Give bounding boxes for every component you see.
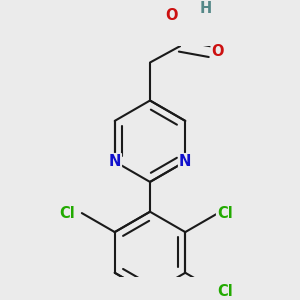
Text: O: O bbox=[212, 44, 224, 59]
Text: O: O bbox=[166, 8, 178, 22]
Text: Cl: Cl bbox=[217, 284, 233, 299]
Text: H: H bbox=[200, 1, 212, 16]
Text: N: N bbox=[109, 154, 121, 169]
Text: N: N bbox=[179, 154, 191, 169]
Text: Cl: Cl bbox=[59, 206, 75, 220]
Text: Cl: Cl bbox=[217, 206, 233, 220]
